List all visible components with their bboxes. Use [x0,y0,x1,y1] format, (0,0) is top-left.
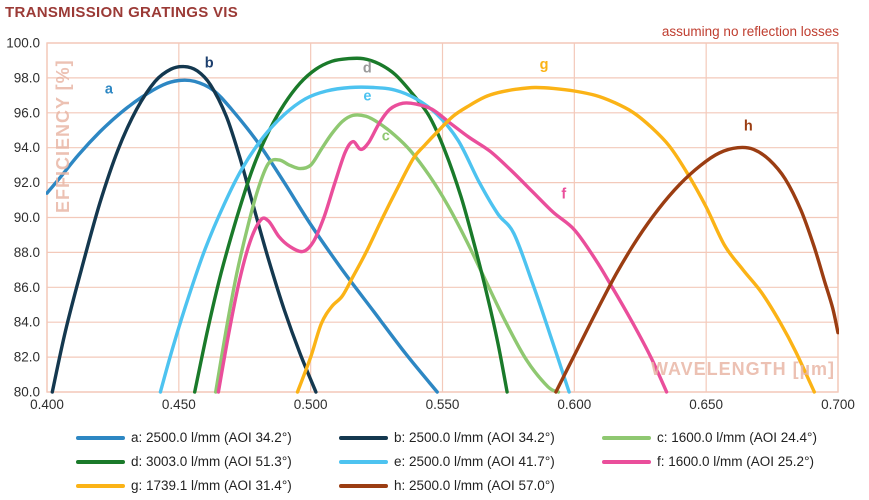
legend-item-e: e: 2500.0 l/mm (AOI 41.7°) [339,454,602,469]
curve-a [46,78,439,394]
curves-group [46,56,839,394]
legend-label-c: c: 1600.0 l/mm (AOI 24.4°) [657,430,817,445]
x-tick-label: 0.400 [30,397,64,412]
legend-swatch-f [602,459,651,464]
legend-label-b: b: 2500.0 l/mm (AOI 34.2°) [394,430,555,445]
y-tick-label: 80.0 [14,385,40,400]
legend-swatch-a [76,435,125,440]
curve-label-c: c [382,129,390,145]
y-tick-label: 86.0 [14,280,40,295]
legend-swatch-c [602,435,651,440]
x-tick-label: 0.550 [426,397,460,412]
legend-swatch-b [339,435,388,440]
legend-label-f: f: 1600.0 l/mm (AOI 25.2°) [657,454,814,469]
y-tick-label: 82.0 [14,350,40,365]
y-tick-label: 84.0 [14,315,40,330]
curve-g [295,85,816,394]
legend-label-h: h: 2500.0 l/mm (AOI 57.0°) [394,478,555,493]
legend-label-e: e: 2500.0 l/mm (AOI 41.7°) [394,454,555,469]
legend-swatch-d [76,459,125,464]
legend-label-g: g: 1739.1 l/mm (AOI 31.4°) [131,478,292,493]
y-tick-label: 92.0 [14,175,40,190]
plot-border [46,42,839,393]
page-title: TRANSMISSION GRATINGS VIS [5,4,239,21]
legend-item-a: a: 2500.0 l/mm (AOI 34.2°) [76,430,339,445]
x-tick-label: 0.700 [821,397,855,412]
curve-label-f: f [561,186,566,202]
x-tick-label: 0.650 [689,397,723,412]
curve-d [193,56,509,394]
curve-label-g: g [540,57,549,73]
curve-f [216,101,669,394]
legend-item-f: f: 1600.0 l/mm (AOI 25.2°) [602,454,865,469]
legend-swatch-g [76,483,125,488]
chart-annotation: assuming no reflection losses [661,24,839,39]
legend-item-g: g: 1739.1 l/mm (AOI 31.4°) [76,478,339,493]
y-tick-label: 88.0 [14,245,40,260]
legend-swatch-e [339,459,388,464]
curve-e [158,85,571,394]
x-axis-label: WAVELENGTH [µm] [650,359,835,379]
y-tick-label: 98.0 [14,70,40,85]
curve-label-d: d [363,61,372,77]
curve-h [554,145,839,394]
legend-label-a: a: 2500.0 l/mm (AOI 34.2°) [131,430,292,445]
legend-item-d: d: 3003.0 l/mm (AOI 51.3°) [76,454,339,469]
x-tick-label: 0.500 [294,397,328,412]
curve-label-b: b [205,55,214,71]
legend-label-d: d: 3003.0 l/mm (AOI 51.3°) [131,454,292,469]
legend-item-h: h: 2500.0 l/mm (AOI 57.0°) [339,478,602,493]
x-tick-label: 0.600 [557,397,591,412]
x-tick-label: 0.450 [162,397,196,412]
curve-label-e: e [363,89,371,105]
y-axis-label: EFFICIENCY [%] [53,59,73,213]
legend-item-b: b: 2500.0 l/mm (AOI 34.2°) [339,430,602,445]
legend-swatch-h [339,483,388,488]
y-tick-label: 100.0 [6,36,40,51]
y-tick-label: 94.0 [14,140,40,155]
curve-label-a: a [105,82,114,98]
chart-legend: a: 2500.0 l/mm (AOI 34.2°) b: 2500.0 l/mm… [76,430,865,493]
legend-item-c: c: 1600.0 l/mm (AOI 24.4°) [602,430,865,445]
curve-b [50,64,318,394]
y-tick-label: 96.0 [14,105,40,120]
y-tick-label: 90.0 [14,210,40,225]
curve-label-h: h [744,118,753,134]
